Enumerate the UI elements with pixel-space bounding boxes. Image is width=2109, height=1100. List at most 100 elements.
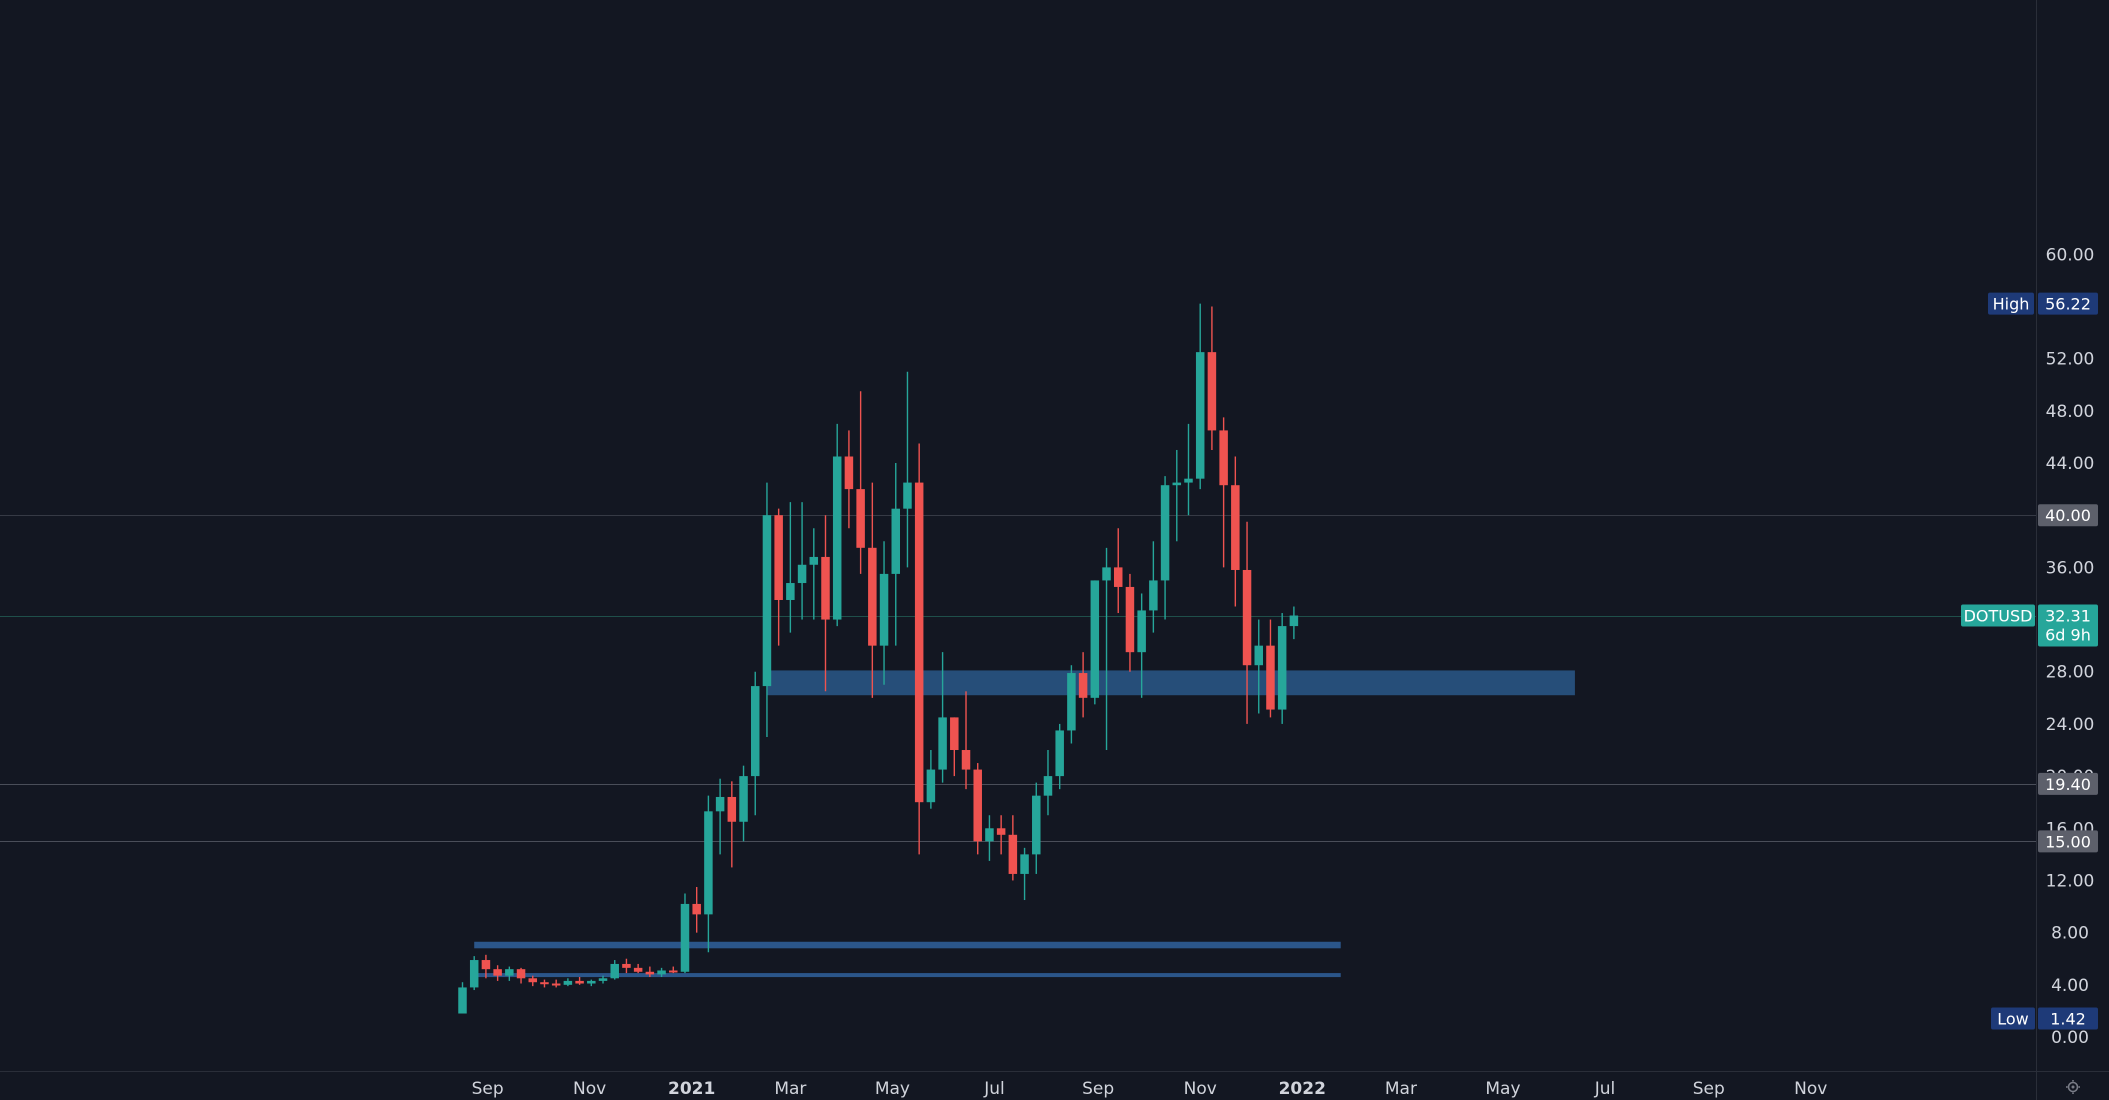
- high-value: 56.22: [2045, 295, 2091, 314]
- candle-body: [1043, 776, 1053, 796]
- price-tick-label: 24.00: [2046, 715, 2095, 735]
- price-tick-label: 36.00: [2046, 558, 2095, 578]
- support-zones: [474, 670, 1575, 978]
- price-tick-label: 48.00: [2046, 402, 2095, 422]
- price-tick-label: 4.00: [2051, 976, 2089, 996]
- candle-body: [1113, 567, 1123, 587]
- price-tick-label: 0.00: [2051, 1028, 2089, 1048]
- gear-icon[interactable]: [2066, 1080, 2080, 1094]
- candle-body: [528, 978, 538, 983]
- candle-body: [973, 769, 982, 842]
- candle-body: [551, 983, 561, 986]
- last-price-value: 32.31: [2045, 607, 2091, 626]
- support-zone: [474, 973, 1341, 978]
- candle-body: [797, 564, 807, 584]
- candle-body: [633, 967, 643, 972]
- time-tick-label: Nov: [1184, 1079, 1217, 1099]
- candle-body: [692, 903, 701, 915]
- candle-body: [879, 573, 889, 646]
- candle-body: [645, 971, 655, 975]
- candle-body: [903, 482, 912, 509]
- candle-body: [575, 980, 584, 984]
- candle-body: [610, 963, 619, 979]
- time-tick-label: May: [1485, 1079, 1520, 1099]
- support-zone: [766, 670, 1575, 696]
- candle-body: [516, 969, 526, 979]
- time-tick-label: 2021: [668, 1079, 715, 1099]
- candle-body: [680, 903, 690, 972]
- level-value-box: [2038, 830, 2098, 853]
- time-tick-label: Nov: [573, 1079, 606, 1099]
- candle-body: [1266, 645, 1275, 710]
- low-value-box: [2038, 1007, 2098, 1030]
- candle-body: [844, 456, 854, 490]
- candle-body: [1008, 834, 1018, 874]
- candle-body: [1160, 485, 1170, 581]
- time-tick-label: Sep: [472, 1079, 504, 1099]
- candle-body: [704, 811, 713, 915]
- candle-body: [598, 978, 608, 981]
- low-label-box: [1991, 1007, 2035, 1030]
- time-tick-label: Mar: [1385, 1079, 1417, 1099]
- candle-body: [1242, 569, 1252, 666]
- candle-body: [1231, 485, 1240, 570]
- time-tick-label: 2022: [1279, 1079, 1326, 1099]
- candle-body: [1219, 430, 1228, 486]
- candle-body: [505, 969, 514, 976]
- candle-body: [657, 970, 666, 975]
- candle-body: [1172, 482, 1182, 486]
- candle-body: [1277, 626, 1287, 710]
- candle-body: [493, 969, 502, 976]
- candle-body: [774, 515, 783, 600]
- last-price-box: [2038, 604, 2098, 647]
- candle-body: [996, 828, 1006, 835]
- candle-body: [1254, 645, 1264, 666]
- candle-body: [938, 717, 947, 770]
- candle-body: [1207, 352, 1217, 431]
- candle-body: [821, 556, 830, 620]
- candle-body: [1102, 567, 1111, 581]
- candle-body: [891, 508, 901, 574]
- candle-body: [1067, 673, 1076, 731]
- candle-body: [1149, 580, 1158, 611]
- candle-body: [1055, 730, 1064, 777]
- level-value: 15.00: [2045, 832, 2091, 851]
- candle-body: [985, 828, 994, 842]
- symbol-badge-box: [1961, 604, 2035, 627]
- price-tick-label: 52.00: [2046, 350, 2095, 370]
- candle-body: [739, 776, 748, 822]
- candle-body: [1195, 352, 1205, 479]
- price-tick-label: 60.00: [2046, 245, 2095, 265]
- time-tick-label: Jul: [983, 1079, 1005, 1099]
- candle-body: [961, 750, 971, 770]
- high-label-box: [1988, 292, 2034, 315]
- candle-body: [669, 970, 678, 973]
- candle-body: [926, 769, 936, 803]
- candle-body: [868, 547, 877, 646]
- time-tick-label: Sep: [1082, 1079, 1114, 1099]
- candle-body: [832, 456, 842, 620]
- candle-body: [786, 583, 795, 600]
- time-tick-label: Nov: [1794, 1079, 1827, 1099]
- low-label: Low: [1997, 1009, 2029, 1028]
- price-tick-label: 28.00: [2046, 663, 2095, 683]
- candle-body: [540, 982, 549, 985]
- level-value: 19.40: [2045, 775, 2091, 794]
- time-axis[interactable]: Sep Nov 2021 Mar May Jul Sep Nov 2022 Mar May Jul Se…: [472, 1079, 1828, 1099]
- high-label: High: [1993, 295, 2030, 314]
- candle-body: [563, 980, 573, 985]
- symbol-label: DOTUSD: [1964, 607, 2033, 626]
- time-tick-label: Sep: [1693, 1079, 1725, 1099]
- candle-body: [1078, 673, 1088, 698]
- candle-body: [458, 987, 467, 1014]
- candle-body: [1020, 854, 1029, 874]
- candle-body: [1125, 586, 1135, 653]
- level-value: 40.00: [2045, 506, 2091, 525]
- candle-body: [750, 686, 760, 777]
- price-axis[interactable]: 0.004.008.0012.0016.0020.0024.0028.0036.…: [2046, 245, 2095, 1048]
- level-value-box: [2038, 504, 2098, 527]
- candle-body: [727, 796, 737, 822]
- price-tick-label: 8.00: [2051, 924, 2089, 944]
